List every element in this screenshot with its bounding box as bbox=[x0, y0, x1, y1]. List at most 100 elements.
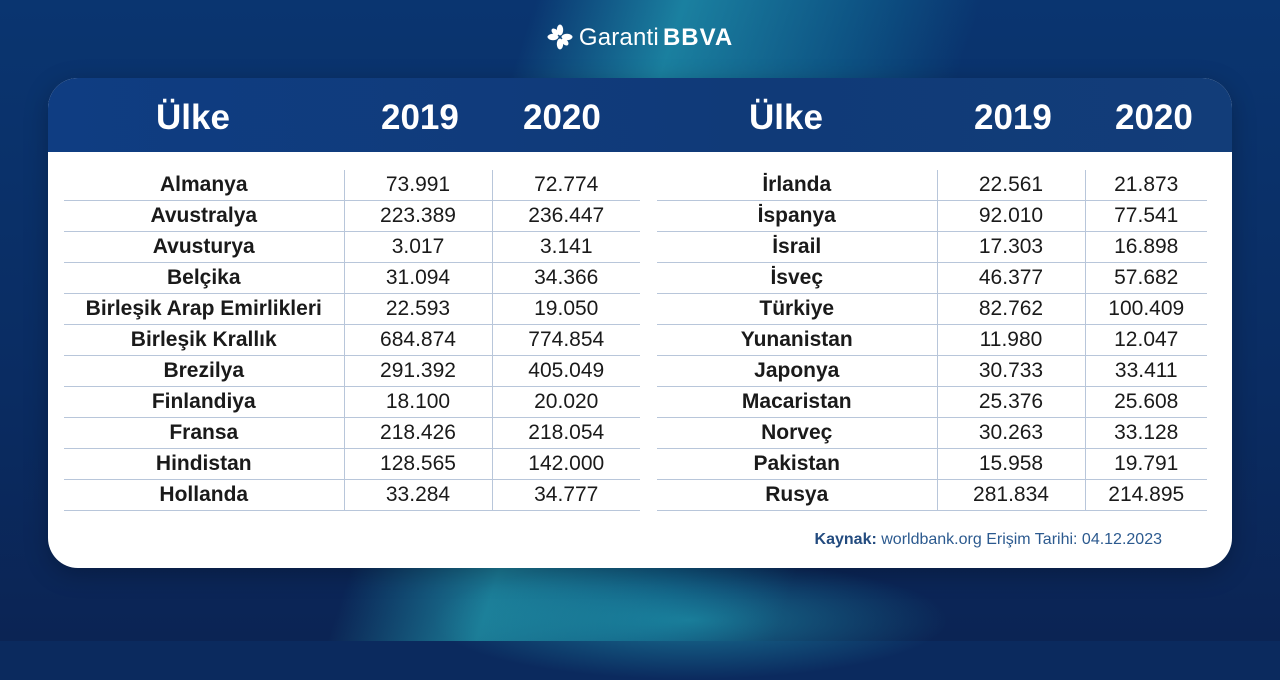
header-2020-left: 2020 bbox=[523, 98, 601, 137]
table-header: Ülke 2019 2020 Ülke 2019 2020 bbox=[48, 78, 1232, 152]
header-country-right: Ülke bbox=[749, 98, 823, 137]
table-row: Hindistan 128.565 142.000 bbox=[64, 448, 640, 480]
table-row: Japonya 30.733 33.411 bbox=[657, 355, 1207, 387]
country-cell: İsveç bbox=[657, 262, 937, 294]
country-cell: İspanya bbox=[657, 200, 937, 232]
value-2020-cell: 16.898 bbox=[1085, 231, 1207, 263]
value-2019-cell: 291.392 bbox=[343, 355, 493, 387]
table-row: Norveç 30.263 33.128 bbox=[657, 417, 1207, 449]
value-2019-cell: 281.834 bbox=[936, 479, 1086, 511]
source-note: Kaynak: worldbank.org Erişim Tarihi: 04.… bbox=[815, 531, 1162, 549]
clover-logo-icon bbox=[547, 24, 573, 57]
value-2020-cell: 21.873 bbox=[1085, 170, 1207, 201]
value-2020-cell: 218.054 bbox=[492, 417, 640, 449]
value-2020-cell: 25.608 bbox=[1085, 386, 1207, 418]
table-row: Macaristan 25.376 25.608 bbox=[657, 386, 1207, 418]
value-2019-cell: 3.017 bbox=[343, 231, 493, 263]
table-row: Almanya 73.991 72.774 bbox=[64, 170, 640, 201]
value-2020-cell: 77.541 bbox=[1085, 200, 1207, 232]
value-2019-cell: 30.733 bbox=[936, 355, 1086, 387]
country-cell: Türkiye bbox=[657, 293, 937, 325]
country-cell: Almanya bbox=[64, 170, 344, 201]
source-text: worldbank.org Erişim Tarihi: 04.12.2023 bbox=[881, 531, 1162, 548]
value-2019-cell: 18.100 bbox=[343, 386, 493, 418]
brand-name-bbva: BBVA bbox=[662, 24, 734, 51]
table-row: Finlandiya 18.100 20.020 bbox=[64, 386, 640, 418]
value-2020-cell: 236.447 bbox=[492, 200, 640, 232]
country-cell: Fransa bbox=[64, 417, 344, 449]
country-cell: Hindistan bbox=[64, 448, 344, 480]
value-2019-cell: 17.303 bbox=[936, 231, 1086, 263]
value-2019-cell: 30.263 bbox=[936, 417, 1086, 449]
country-cell: Avustralya bbox=[64, 200, 344, 232]
table-row: Yunanistan 11.980 12.047 bbox=[657, 324, 1207, 356]
value-2019-cell: 128.565 bbox=[343, 448, 493, 480]
value-2020-cell: 19.791 bbox=[1085, 448, 1207, 480]
table-row: Birleşik Krallık 684.874 774.854 bbox=[64, 324, 640, 356]
table-row: Belçika 31.094 34.366 bbox=[64, 262, 640, 294]
value-2019-cell: 223.389 bbox=[343, 200, 493, 232]
value-2019-cell: 92.010 bbox=[936, 200, 1086, 232]
table-row: İspanya 92.010 77.541 bbox=[657, 200, 1207, 232]
value-2020-cell: 100.409 bbox=[1085, 293, 1207, 325]
value-2019-cell: 25.376 bbox=[936, 386, 1086, 418]
value-2019-cell: 82.762 bbox=[936, 293, 1086, 325]
value-2020-cell: 57.682 bbox=[1085, 262, 1207, 294]
value-2020-cell: 33.411 bbox=[1085, 355, 1207, 387]
header-2019-right: 2019 bbox=[974, 98, 1052, 137]
value-2019-cell: 15.958 bbox=[936, 448, 1086, 480]
value-2020-cell: 19.050 bbox=[492, 293, 640, 325]
header-country-left: Ülke bbox=[156, 98, 230, 137]
table-row: Hollanda 33.284 34.777 bbox=[64, 479, 640, 511]
value-2020-cell: 12.047 bbox=[1085, 324, 1207, 356]
country-cell: Japonya bbox=[657, 355, 937, 387]
header-2020-right: 2020 bbox=[1115, 98, 1193, 137]
country-cell: İsrail bbox=[657, 231, 937, 263]
table-row: Rusya 281.834 214.895 bbox=[657, 479, 1207, 511]
right-table: İrlanda 22.561 21.873 İspanya 92.010 77.541 İs… bbox=[657, 170, 1207, 511]
value-2019-cell: 31.094 bbox=[343, 262, 493, 294]
country-cell: Macaristan bbox=[657, 386, 937, 418]
country-cell: Rusya bbox=[657, 479, 937, 511]
country-cell: Hollanda bbox=[64, 479, 344, 511]
source-label: Kaynak: bbox=[814, 531, 877, 548]
value-2019-cell: 22.561 bbox=[936, 170, 1086, 201]
table-row: Türkiye 82.762 100.409 bbox=[657, 293, 1207, 325]
country-cell: Brezilya bbox=[64, 355, 344, 387]
value-2019-cell: 218.426 bbox=[343, 417, 493, 449]
header-2019-left: 2019 bbox=[381, 98, 459, 137]
data-card: Ülke 2019 2020 Ülke 2019 2020 Almanya 73.… bbox=[48, 78, 1232, 568]
value-2019-cell: 22.593 bbox=[343, 293, 493, 325]
table-row: Pakistan 15.958 19.791 bbox=[657, 448, 1207, 480]
value-2020-cell: 34.777 bbox=[492, 479, 640, 511]
table-row: İrlanda 22.561 21.873 bbox=[657, 170, 1207, 201]
country-cell: Birleşik Krallık bbox=[64, 324, 344, 356]
country-cell: Finlandiya bbox=[64, 386, 344, 418]
value-2020-cell: 33.128 bbox=[1085, 417, 1207, 449]
country-cell: Avusturya bbox=[64, 231, 344, 263]
brand-name-garanti: Garanti bbox=[578, 24, 659, 51]
country-cell: Norveç bbox=[657, 417, 937, 449]
value-2020-cell: 214.895 bbox=[1085, 479, 1207, 511]
table-row: Birleşik Arap Emirlikleri 22.593 19.050 bbox=[64, 293, 640, 325]
table-row: Fransa 218.426 218.054 bbox=[64, 417, 640, 449]
value-2020-cell: 72.774 bbox=[492, 170, 640, 201]
value-2019-cell: 73.991 bbox=[343, 170, 493, 201]
value-2020-cell: 3.141 bbox=[492, 231, 640, 263]
value-2020-cell: 774.854 bbox=[492, 324, 640, 356]
value-2019-cell: 33.284 bbox=[343, 479, 493, 511]
country-cell: Belçika bbox=[64, 262, 344, 294]
table-row: İsrail 17.303 16.898 bbox=[657, 231, 1207, 263]
value-2020-cell: 34.366 bbox=[492, 262, 640, 294]
country-cell: İrlanda bbox=[657, 170, 937, 201]
brand-logo: Garanti BBVA bbox=[0, 24, 1280, 57]
table-row: Avustralya 223.389 236.447 bbox=[64, 200, 640, 232]
table-row: Avusturya 3.017 3.141 bbox=[64, 231, 640, 263]
country-cell: Birleşik Arap Emirlikleri bbox=[64, 293, 344, 325]
value-2019-cell: 46.377 bbox=[936, 262, 1086, 294]
left-table: Almanya 73.991 72.774 Avustralya 223.389 236.… bbox=[64, 170, 640, 511]
value-2020-cell: 142.000 bbox=[492, 448, 640, 480]
value-2019-cell: 684.874 bbox=[343, 324, 493, 356]
table-row: Brezilya 291.392 405.049 bbox=[64, 355, 640, 387]
value-2019-cell: 11.980 bbox=[936, 324, 1086, 356]
